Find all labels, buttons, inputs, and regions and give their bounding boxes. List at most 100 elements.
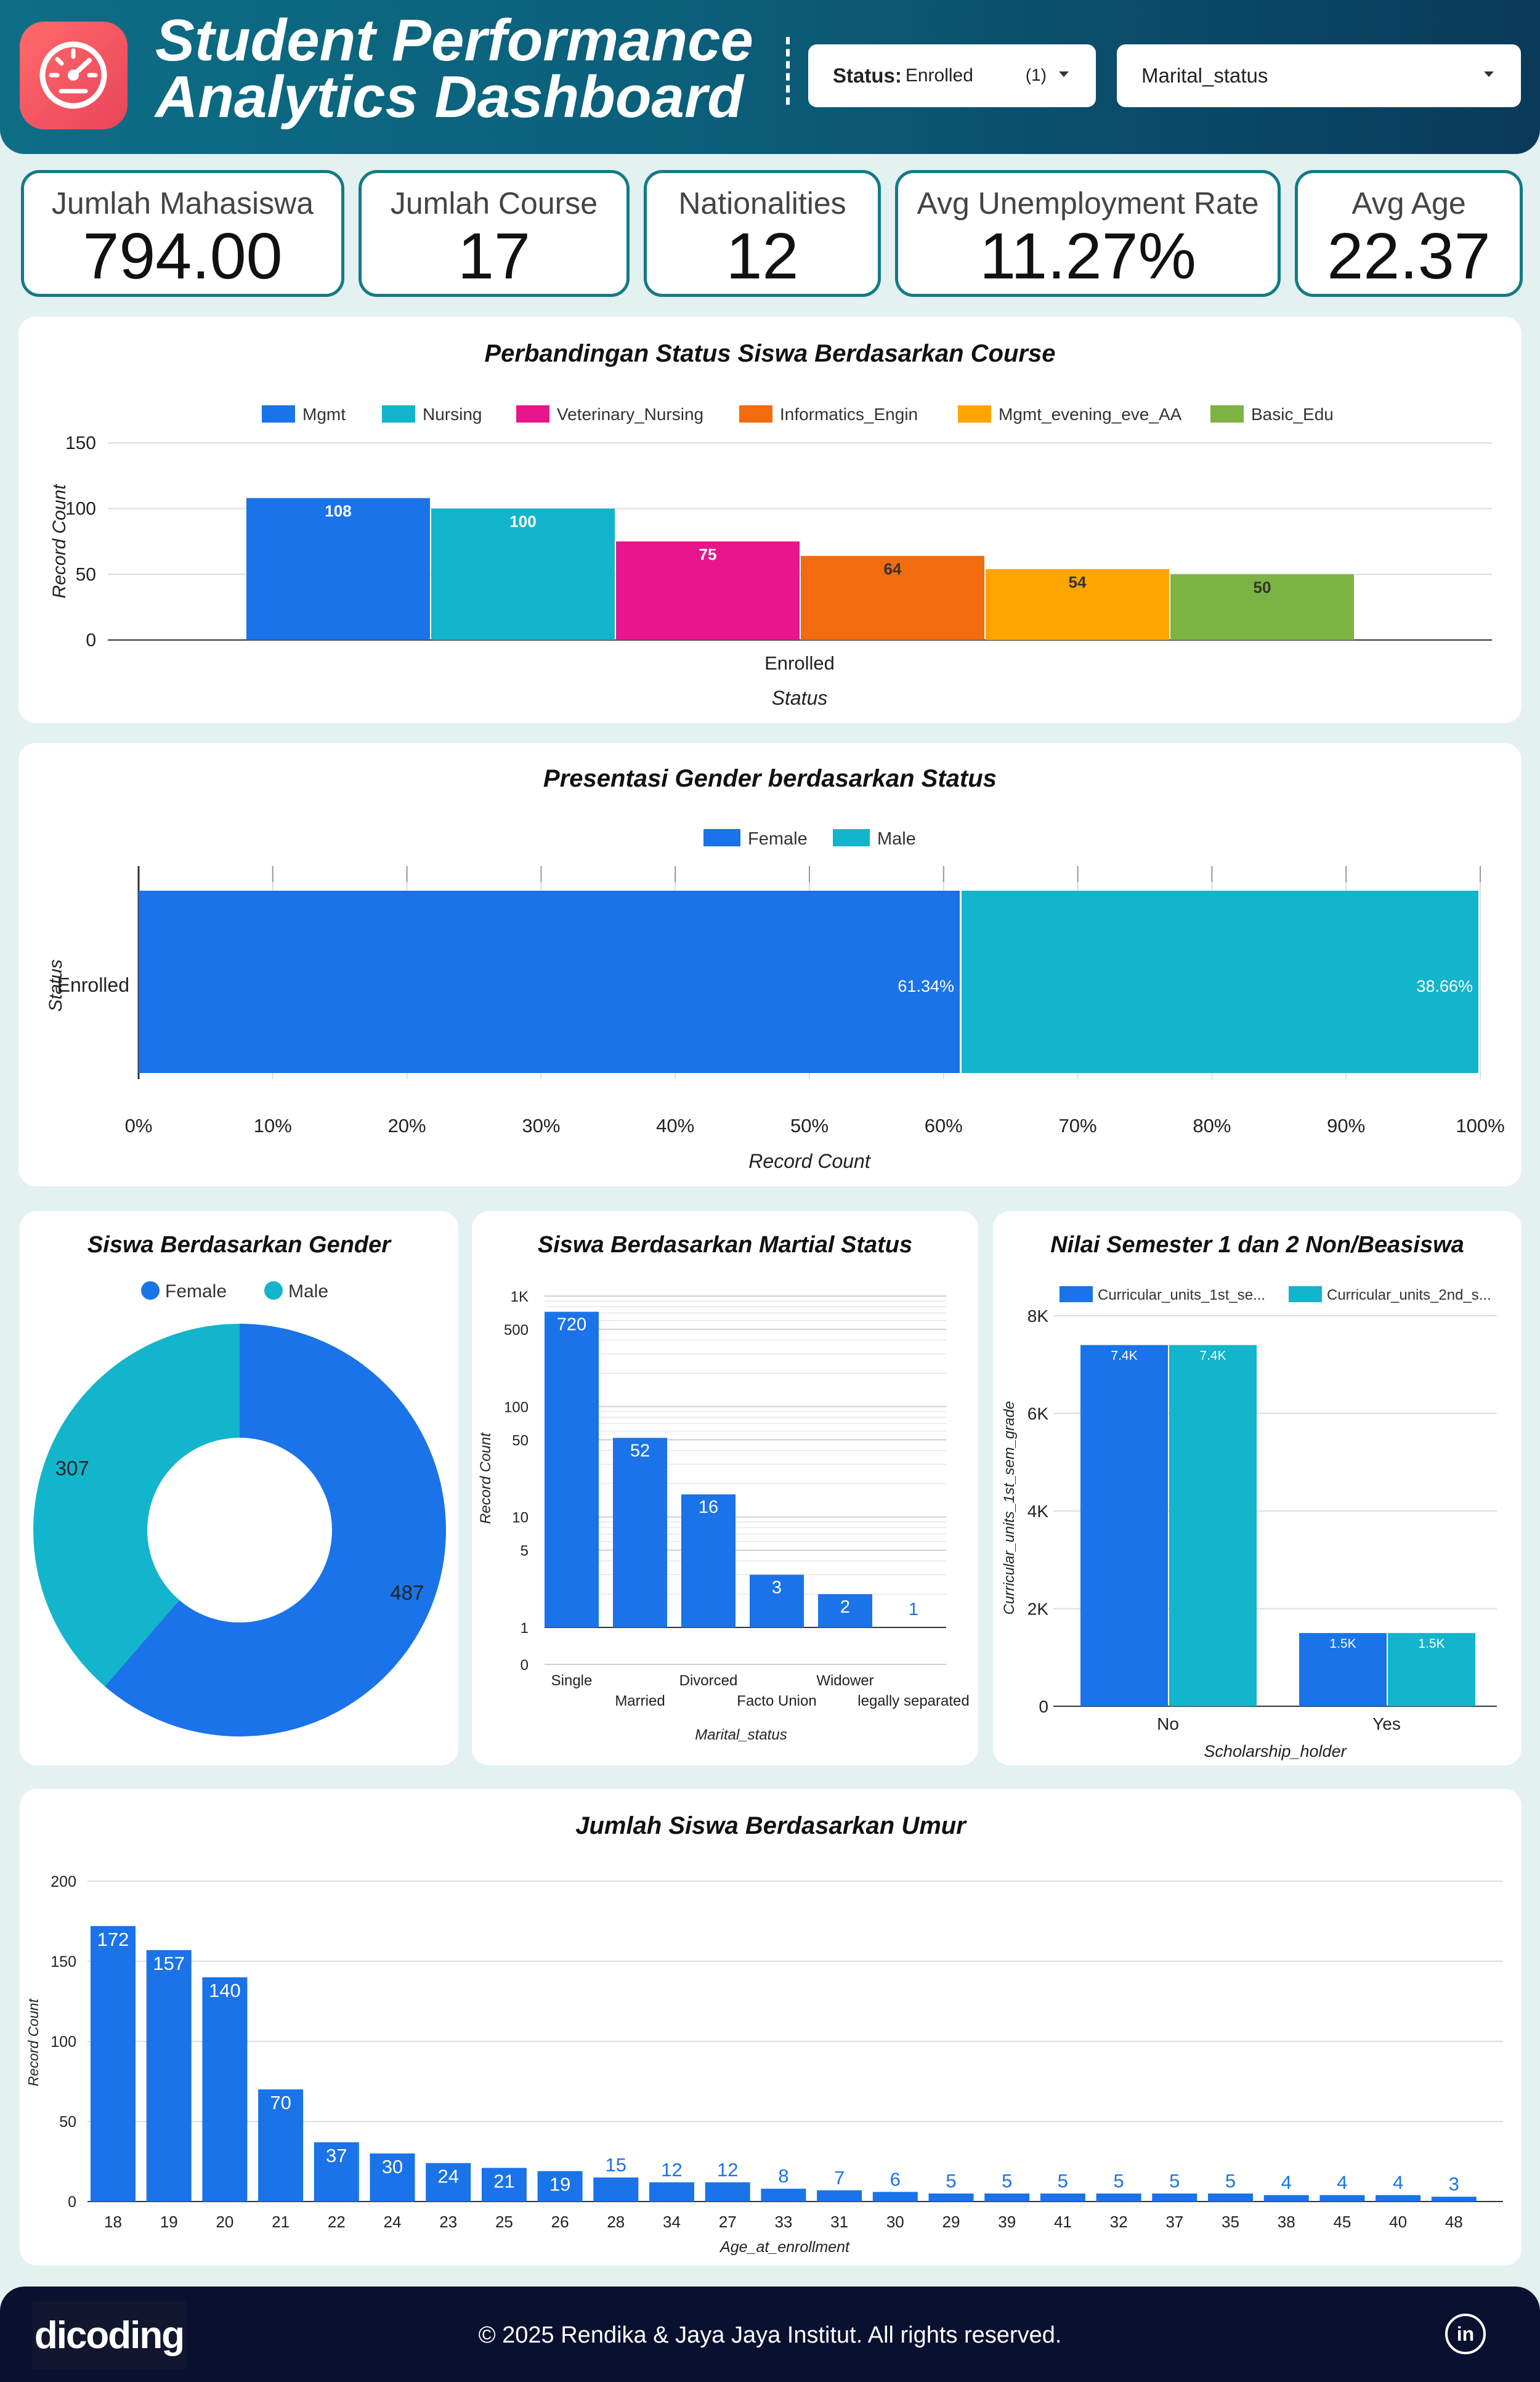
legend-swatch: [141, 1281, 160, 1300]
chart-title: Presentasi Gender berdasarkan Status: [543, 765, 997, 792]
x-tick-label: Single: [551, 1672, 593, 1689]
y-tick-label: 10: [512, 1510, 529, 1526]
status-filter-value: Enrolled: [905, 65, 973, 86]
legend-label: Mgmt: [302, 405, 346, 424]
x-axis-title: Age_at_enrollment: [719, 2238, 850, 2256]
y-tick-label: 0: [1039, 1697, 1048, 1716]
kpi-nationalities: Nationalities 12: [644, 170, 881, 297]
x-tick-label: No: [1157, 1714, 1179, 1733]
data-label: 108: [325, 502, 351, 521]
x-tick-label: 30: [886, 2213, 904, 2231]
bar: [146, 1950, 192, 2202]
bar: [616, 541, 800, 640]
x-tick-label: 35: [1222, 2213, 1239, 2231]
bar: [984, 2194, 1030, 2202]
bar: [1169, 1345, 1257, 1706]
age-distribution-panel: Jumlah Siswa Berdasarkan Umur 0 50 100 150 2…: [20, 1789, 1522, 2266]
kpi-value: 11.27%: [979, 220, 1196, 293]
chart-title: Nilai Semester 1 dan 2 Non/Beasiswa: [1050, 1232, 1464, 1258]
data-label: 2: [840, 1597, 850, 1617]
legend-label: Female: [165, 1281, 227, 1302]
slice-label: 307: [55, 1457, 89, 1480]
legend-label: Curricular_units_2nd_s...: [1327, 1287, 1491, 1303]
marital-status-filter-dropdown[interactable]: Marital_status: [1117, 44, 1521, 107]
legend-swatch: [703, 829, 740, 846]
y-tick-label: 4K: [1027, 1502, 1049, 1521]
x-tick-label: 37: [1165, 2213, 1183, 2231]
data-label: 61.34%: [898, 977, 954, 995]
gender-percent-panel: Presentasi Gender berdasarkan Status Fem…: [18, 743, 1522, 1186]
x-tick-label: legally separated: [857, 1693, 969, 1709]
chart-title: Perbandingan Status Siswa Berdasarkan Co…: [484, 340, 1056, 367]
kpi-label: Nationalities: [678, 186, 846, 221]
data-label: 52: [630, 1441, 650, 1460]
x-tick-label: 40%: [656, 1115, 694, 1136]
linkedin-icon[interactable]: in: [1445, 2314, 1486, 2354]
x-tick-label: 31: [830, 2213, 848, 2231]
x-tick-label: 26: [551, 2213, 569, 2231]
y-axis-title: Record Count: [25, 1998, 41, 2086]
data-label: 21: [493, 2170, 514, 2192]
x-tick-label: 32: [1110, 2213, 1128, 2231]
legend-swatch: [382, 405, 415, 423]
data-label: 4: [1393, 2172, 1403, 2194]
marital-filter-label: Marital_status: [1141, 64, 1268, 87]
data-label: 5: [946, 2170, 956, 2192]
bar: [681, 1494, 736, 1627]
bar: [431, 508, 615, 640]
x-tick-label: 22: [328, 2213, 346, 2231]
kpi-value: 12: [726, 220, 799, 293]
bar: [928, 2194, 974, 2202]
data-label: 3: [1449, 2173, 1459, 2195]
x-tick-label: 40: [1389, 2213, 1407, 2231]
legend-label: Male: [288, 1281, 328, 1302]
data-label: 8: [778, 2165, 788, 2187]
legend-swatch: [262, 405, 295, 423]
bar: [314, 2142, 359, 2202]
legend-swatch: [958, 405, 991, 423]
legend-label: Male: [877, 829, 916, 849]
data-label: 7.4K: [1111, 1349, 1137, 1363]
y-tick-label: 100: [65, 499, 96, 519]
x-tick-label: Widower: [816, 1672, 873, 1689]
x-tick-label: 27: [719, 2213, 737, 2231]
y-tick-label: Enrolled: [57, 974, 129, 996]
bar: [258, 2089, 304, 2202]
gender-percent-chart: Female Male 0% 10% 20% 30% 40% 50% 60% 70% 80% 90% 1…: [46, 829, 1505, 1172]
legend-swatch: [1289, 1286, 1322, 1302]
status-filter-dropdown[interactable]: Status: Enrolled (1): [808, 44, 1096, 107]
x-tick-label: 38: [1278, 2213, 1295, 2231]
data-label: 50: [1254, 578, 1271, 596]
slice-label: 487: [390, 1581, 424, 1604]
data-label: 100: [509, 512, 536, 531]
bar: [1299, 1633, 1387, 1706]
y-tick-label: 50: [512, 1432, 529, 1449]
kpi-avg-unemployment: Avg Unemployment Rate 11.27%: [895, 170, 1281, 297]
data-label: 4: [1337, 2172, 1347, 2194]
kpi-label: Jumlah Mahasiswa: [51, 186, 314, 221]
bar: [426, 2163, 471, 2202]
kpi-value: 794.00: [83, 220, 283, 293]
data-label: 15: [606, 2154, 626, 2176]
y-tick-label: 500: [504, 1322, 529, 1339]
x-tick-label: 0%: [125, 1115, 153, 1136]
x-tick-label: Divorced: [679, 1672, 738, 1689]
y-tick-label: 200: [51, 1873, 76, 1890]
bar: [1040, 2194, 1085, 2202]
bar: [593, 2177, 639, 2202]
donut-slice: [105, 1324, 447, 1736]
gender-donut-chart: Female Male 487 307: [33, 1281, 447, 1736]
data-label: 5: [1225, 2170, 1236, 2192]
y-tick-label: 100: [51, 2033, 76, 2051]
bar: [613, 1438, 667, 1627]
kpi-label: Jumlah Course: [390, 186, 598, 221]
course-status-chart: Mgmt Nursing Veterinary_Nursing Informatics…: [49, 405, 1492, 709]
x-tick-label: 10%: [254, 1115, 292, 1136]
data-label: 3: [772, 1578, 782, 1597]
chevron-down-icon: [1484, 71, 1494, 77]
x-tick-label: 18: [104, 2213, 122, 2231]
x-tick-label: Facto Union: [737, 1693, 816, 1709]
bar: [545, 1311, 599, 1627]
bar: [246, 498, 430, 640]
x-tick-label: 19: [160, 2213, 178, 2231]
